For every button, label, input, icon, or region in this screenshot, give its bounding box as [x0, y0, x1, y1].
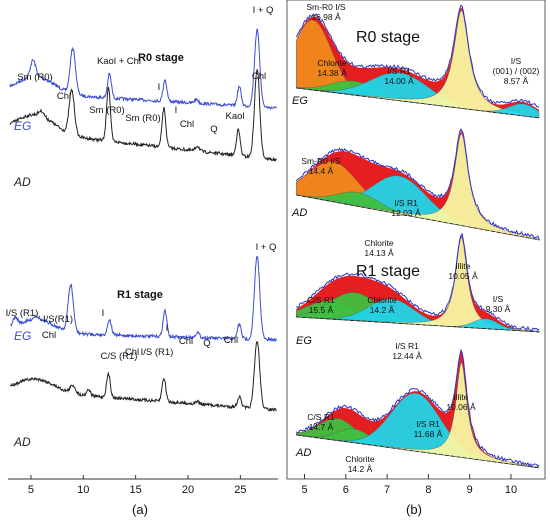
panel-b-component-value: 8.57 Å [504, 76, 529, 86]
panel-b-curve-label: EG [292, 95, 308, 107]
panel-b-component-label: Chlorite [317, 58, 347, 68]
panel-a-peak-label: I + Q [256, 242, 277, 253]
panel-b-component-label: I/S R1 [387, 66, 411, 76]
panel-b-title-r1: R1 stage [356, 263, 420, 280]
panel-a-series-ad-line [10, 341, 277, 413]
panel-b-component-value: 9.30 Å [486, 304, 511, 314]
panel-b-component-sublabel: (001) / (002) [493, 66, 540, 76]
panel-b-component-label: Chlorite [364, 238, 394, 248]
panel-a-series-label: EG [14, 329, 31, 343]
panel-b-component-label: I/S R1 [394, 198, 418, 208]
panel-a-x-tick-label: 5 [28, 484, 34, 496]
panel-b-component-label: I/S [511, 56, 522, 66]
panel-b-component-label: I/S R1 [395, 341, 419, 351]
panel-a-peak-label: Sm (R0) [17, 72, 52, 83]
panel-b-component-label: Chlorite [367, 295, 397, 305]
panel-a-peak-label: Chl [179, 336, 193, 347]
panel-a-peak-label: Sm (R0) [125, 113, 160, 124]
panel-b-measured-line [296, 348, 540, 468]
panel-a-peak-label: I [158, 82, 161, 93]
panel-a-peak-label: I [175, 105, 178, 116]
panel-a-peak-label: Chl [180, 119, 194, 130]
panel-a-peak-label: Kaol [225, 111, 244, 122]
panel-b-component-value: 14.7 Å [309, 422, 334, 432]
panel-b-caption: (b) [406, 502, 422, 517]
panel-a-peak-label: I/S(R1) [43, 314, 73, 325]
panel-b-component-label: I/S R1 [416, 419, 440, 429]
panel-a-peak-label: Chl [125, 347, 139, 358]
panel-b-measured-line [296, 232, 540, 332]
panel-b-component-value: 14.2 Å [370, 305, 395, 315]
panel-b-baseline [296, 434, 540, 469]
panel-b-component-value: 14.13 Å [364, 248, 394, 258]
panel-a-peak-label: Sm (R0) [89, 105, 124, 116]
panel-b-title-r0: R0 stage [356, 29, 420, 46]
panel-a-peak-label: Q [210, 124, 217, 135]
panel-b-curve-label: EG [296, 335, 312, 347]
panel-a-series-eg-line [9, 28, 277, 111]
panel-a-x-tick-label: 15 [130, 484, 142, 496]
panel-b-component-label: I/S [493, 294, 504, 304]
panel-a-series-label: AD [13, 435, 31, 449]
panel-b-x-tick-label: 9 [467, 484, 473, 496]
panel-b-x-tick-label: 5 [301, 484, 307, 496]
panel-b-baseline [296, 316, 540, 333]
panel-b-component-label: illite [456, 261, 471, 271]
panel-b-component-label: C/S R1 [307, 295, 335, 305]
panel-b-curve-label: AD [291, 207, 307, 219]
panel-a-peak-label: I [102, 308, 105, 319]
panel-b-x-tick-label: 10 [505, 484, 517, 496]
panel-a-peak-label: I/S (R1) [6, 308, 39, 319]
panel-a-series-eg-line [10, 256, 277, 342]
panel-a-x-tick-label: 10 [77, 484, 89, 496]
panel-b-component-value: 12.44 Å [392, 351, 422, 361]
panel-a-peak-label: I/S (R1) [141, 347, 174, 358]
panel-a-peak-label: Chl [57, 91, 71, 102]
panel-a-x-tick-label: 25 [234, 484, 246, 496]
panel-a-peak-label: Q [203, 338, 210, 349]
panel-b-x-tick-label: 7 [384, 484, 390, 496]
panel-a-title-r1: R1 stage [117, 289, 163, 301]
panel-a-peak-label: Kaol + Chl [97, 56, 141, 67]
panel-b-x-tick-label: 8 [425, 484, 431, 496]
panel-b-component-label: Chlorite [345, 454, 375, 464]
panel-b-measured-line [295, 4, 540, 108]
panel-b-curve-label: AD [295, 447, 311, 459]
panel-b-component-value: 14.2 Å [348, 464, 373, 474]
panel-b-component-label: C/S R1 [307, 412, 335, 422]
panel-b-component-value: 16.98 Å [311, 12, 341, 22]
panel-b-component-value: 10.06 Å [446, 402, 476, 412]
panel-b-component-label: illite [454, 392, 469, 402]
panel-b-component-value: 14.4 Å [309, 166, 334, 176]
panel-b-component-value: 11.68 Å [414, 429, 443, 439]
panel-a-peak-label: I + Q [253, 5, 274, 16]
panel-b-baseline [296, 194, 540, 241]
panel-a-peak-label: I [166, 323, 169, 334]
panel-b-component-label: Sm-R0 I/S [301, 156, 341, 166]
panel-a-x-tick-label: 20 [182, 484, 194, 496]
panel-a-series-ad-line [9, 68, 277, 162]
panel-a-peak-label: Chl [252, 71, 266, 82]
panel-a-title-r0: R0 stage [138, 52, 184, 64]
panel-b-component-value: 14.38 Å [317, 68, 347, 78]
panel-b-component-value: 14.00 Å [384, 76, 414, 86]
panel-b-component-value: 10.05 Å [448, 271, 478, 281]
panel-a-peak-label: Chl [42, 330, 56, 341]
panel-b-frame [286, 0, 546, 480]
panel-a-series-label: AD [13, 175, 31, 189]
panel-b-component-value: 15.5 Å [309, 305, 334, 315]
panel-b-x-tick-label: 6 [343, 484, 349, 496]
panel-a-series-label: EG [14, 119, 31, 133]
panel-b-measured-line [295, 128, 540, 239]
panel-b-component-value: 12.03 Å [391, 208, 421, 218]
panel-a: EG AD EG AD Sm (R0) Chl Kaol + Chl Sm (R0) I Sm … [6, 5, 278, 517]
panel-b-component-label: Sm-R0 I/S [306, 2, 346, 12]
panel-a-peak-label: Chl [224, 335, 238, 346]
panel-a-caption: (a) [132, 502, 148, 517]
panel-a-peak-label: C/S (R1) [101, 351, 138, 362]
panel-b-baseline [296, 87, 540, 119]
